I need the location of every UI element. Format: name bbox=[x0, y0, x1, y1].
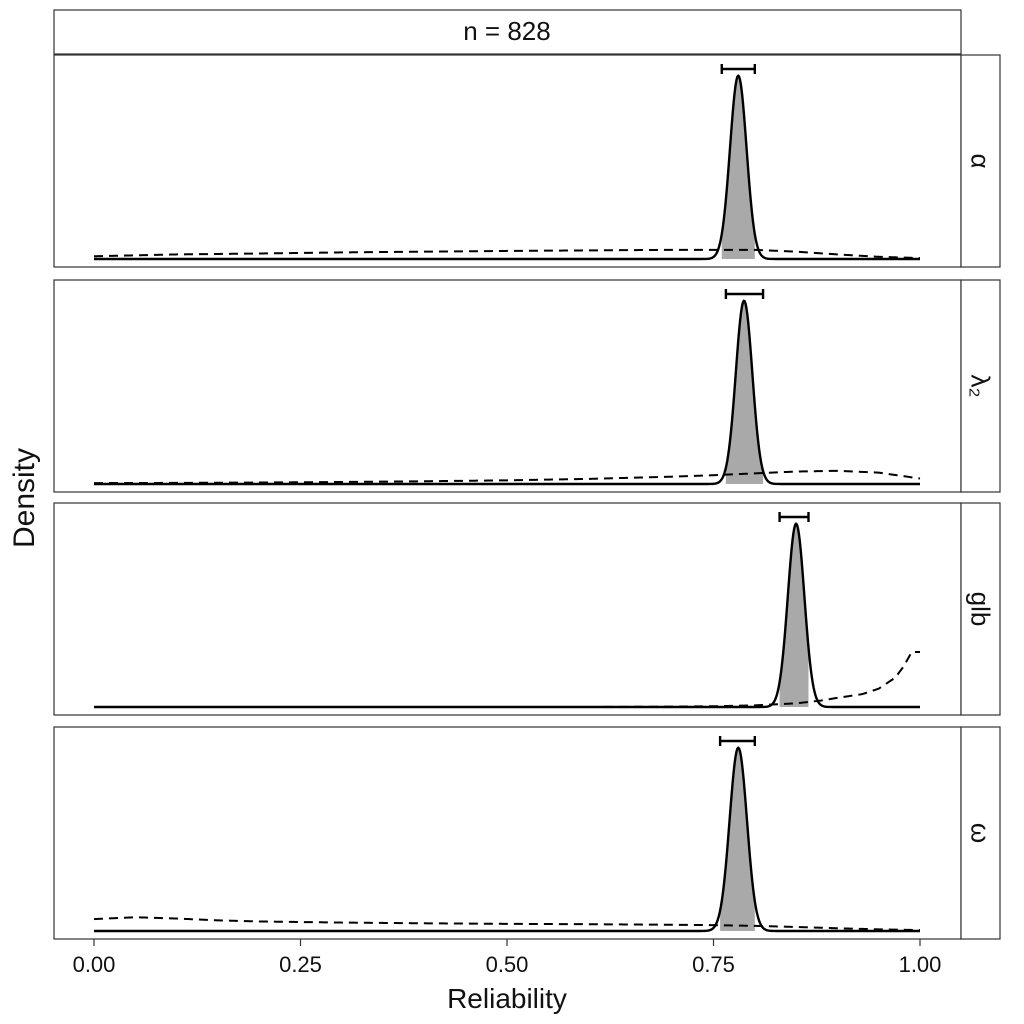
panel-box bbox=[53, 502, 962, 716]
panel-box bbox=[53, 726, 962, 940]
panel-label: λ₂ bbox=[966, 374, 996, 397]
facet-panel: λ₂ bbox=[53, 279, 1001, 493]
panel-strip bbox=[960, 54, 1001, 268]
credible-interval-area bbox=[720, 747, 755, 931]
y-axis-label: Density bbox=[8, 448, 41, 548]
panel-box bbox=[53, 279, 962, 493]
interval-error-bar bbox=[720, 64, 756, 74]
interval-error-bar bbox=[778, 512, 810, 522]
panel-strip bbox=[960, 279, 1001, 493]
x-axis-label: Reliability bbox=[447, 983, 567, 1014]
x-axis: 0.00 0.25 0.50 0.75 1.00 bbox=[73, 939, 942, 977]
interval-error-bar bbox=[724, 289, 765, 299]
strip-box bbox=[53, 9, 962, 55]
interval-error-bar bbox=[718, 736, 756, 746]
posterior-density-line bbox=[93, 74, 921, 261]
facet-panel: glb bbox=[53, 502, 1001, 716]
x-tick-label: 0.50 bbox=[486, 952, 529, 977]
panel-strip bbox=[960, 502, 1001, 716]
x-tick-label: 0.75 bbox=[692, 952, 735, 977]
prior-density-line bbox=[93, 248, 921, 260]
facet-strip: n = 828 bbox=[53, 9, 962, 55]
posterior-density-line bbox=[93, 746, 921, 933]
x-tick-label: 1.00 bbox=[899, 952, 942, 977]
credible-interval-area bbox=[725, 300, 764, 484]
panel-label: α bbox=[966, 153, 996, 168]
credible-interval-area bbox=[721, 75, 755, 259]
posterior-density-line bbox=[93, 299, 921, 486]
chart-title: n = 828 bbox=[463, 16, 550, 46]
facet-panel: α bbox=[53, 54, 1001, 268]
panel-label: glb bbox=[966, 592, 996, 627]
panel-strip bbox=[960, 726, 1001, 940]
prior-density-line bbox=[93, 916, 921, 932]
facet-panels: α λ₂ glb ω bbox=[53, 54, 1001, 940]
x-tick-label: 0.25 bbox=[279, 952, 322, 977]
x-tick-label: 0.00 bbox=[73, 952, 116, 977]
panel-label: ω bbox=[966, 823, 996, 843]
prior-density-line bbox=[94, 469, 921, 485]
panel-box bbox=[53, 54, 962, 268]
posterior-density-line bbox=[93, 522, 921, 709]
facet-panel: ω bbox=[53, 726, 1001, 940]
